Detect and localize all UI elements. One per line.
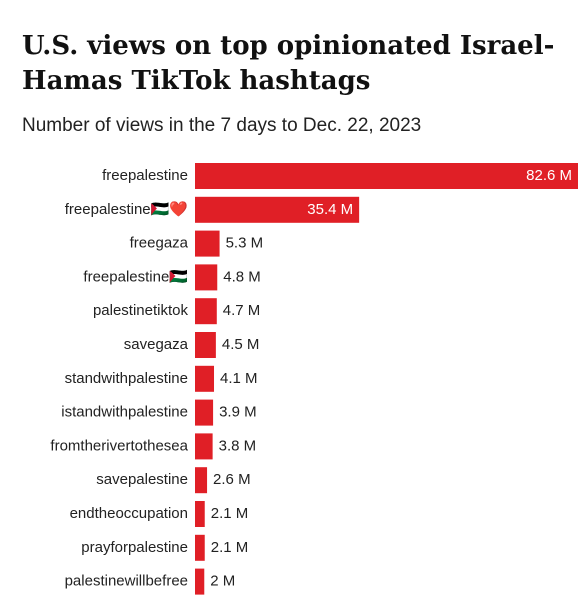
category-label: savegaza <box>124 336 189 353</box>
category-label: fromtherivertothesea <box>50 437 188 454</box>
bar <box>195 399 214 426</box>
chart-subtitle: Number of views in the 7 days to Dec. 22… <box>22 115 421 136</box>
bar <box>195 433 213 460</box>
value-label: 5.3 M <box>226 235 264 252</box>
value-label: 3.8 M <box>219 437 257 454</box>
chart-title: Hamas TikTok hashtags <box>22 66 370 96</box>
category-label: freegaza <box>130 235 189 252</box>
bar <box>195 332 216 358</box>
bar <box>195 163 578 189</box>
value-label: 4.8 M <box>223 268 261 285</box>
category-label: standwithpalestine <box>65 370 188 387</box>
bar <box>195 196 360 223</box>
value-label: 82.6 M <box>526 167 572 184</box>
bar <box>195 298 217 325</box>
value-label: 4.7 M <box>223 302 261 319</box>
bar <box>195 264 218 291</box>
category-label: istandwithpalestine <box>61 404 188 421</box>
value-label: 2 M <box>210 573 235 590</box>
category-label: freepalestine🇵🇸 <box>83 268 188 285</box>
category-label: savepalestine <box>96 471 188 488</box>
bar <box>195 365 215 392</box>
bar <box>195 568 205 595</box>
value-label: 4.1 M <box>220 370 258 387</box>
bar <box>195 501 205 527</box>
bar <box>195 467 208 494</box>
value-label: 2.1 M <box>211 505 249 522</box>
category-label: endtheoccupation <box>70 505 188 522</box>
category-label: palestinetiktok <box>93 302 189 319</box>
value-label: 2.6 M <box>213 471 251 488</box>
value-label: 3.9 M <box>219 404 257 421</box>
category-label: freepalestine🇵🇸❤️ <box>65 200 189 218</box>
bar <box>195 534 205 561</box>
category-label: freepalestine <box>102 167 188 184</box>
value-label: 35.4 M <box>307 201 353 218</box>
value-label: 4.5 M <box>222 336 260 353</box>
category-label: palestinewillbefree <box>65 573 188 590</box>
bar <box>195 230 220 257</box>
chart-title: U.S. views on top opinionated Israel- <box>22 31 554 61</box>
category-label: prayforpalestine <box>81 539 188 556</box>
value-label: 2.1 M <box>211 539 249 556</box>
